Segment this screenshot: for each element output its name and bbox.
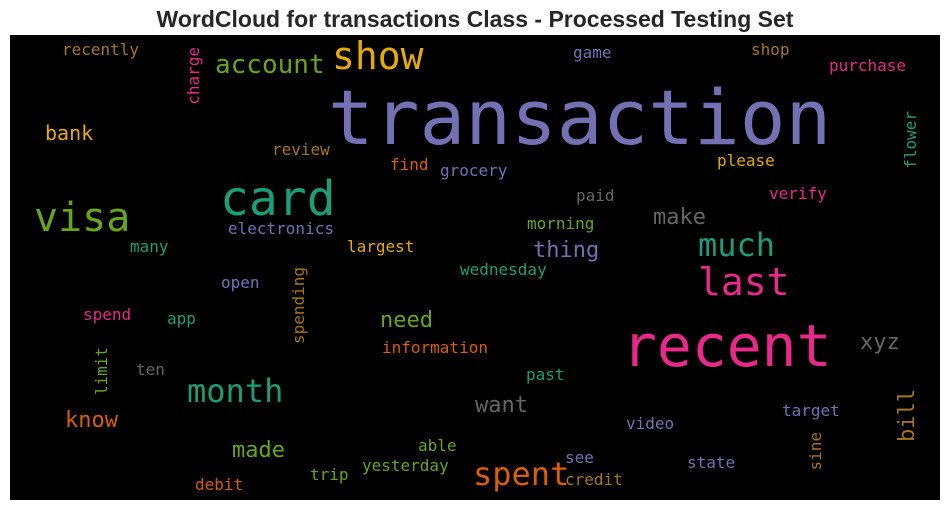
word-charge: charge (184, 47, 203, 105)
word-bank: bank (45, 121, 94, 145)
word-find: find (390, 155, 429, 174)
word-open: open (221, 273, 260, 292)
word-debit: debit (195, 475, 244, 494)
word-state: state (687, 453, 736, 472)
word-please: please (717, 151, 775, 170)
word-game: game (573, 43, 612, 62)
word-information: information (382, 338, 488, 357)
word-card: card (220, 171, 336, 227)
word-made: made (232, 438, 285, 463)
word-transaction: transaction (328, 73, 832, 162)
word-want: want (475, 393, 528, 418)
word-able: able (418, 436, 457, 455)
word-morning: morning (527, 214, 595, 233)
word-grocery: grocery (440, 161, 508, 180)
word-make: make (653, 205, 706, 230)
word-account: account (215, 50, 325, 80)
word-thing: thing (533, 238, 600, 263)
word-much: much (698, 226, 776, 264)
word-paid: paid (576, 186, 615, 205)
word-spend: spend (83, 305, 132, 324)
word-know: know (65, 408, 118, 433)
word-review: review (272, 140, 330, 159)
word-shop: shop (751, 40, 790, 59)
word-wednesday: wednesday (460, 260, 547, 279)
word-yesterday: yesterday (362, 456, 449, 475)
word-video: video (626, 414, 675, 433)
word-need: need (380, 308, 433, 333)
word-past: past (526, 365, 565, 384)
word-trip: trip (310, 465, 349, 484)
word-spending: spending (289, 267, 308, 345)
word-ten: ten (136, 360, 165, 379)
word-bill: bill (895, 389, 920, 442)
word-see: see (565, 448, 594, 467)
word-verify: verify (769, 184, 827, 203)
word-recent: recent (622, 312, 832, 380)
word-largest: largest (347, 237, 415, 256)
word-credit: credit (565, 470, 623, 489)
word-many: many (130, 237, 169, 256)
word-target: target (782, 401, 840, 420)
word-month: month (187, 372, 284, 410)
word-visa: visa (34, 195, 131, 241)
word-spent: spent (473, 455, 570, 493)
word-limit: limit (92, 347, 111, 396)
word-xyz: xyz (860, 330, 900, 355)
word-last: last (698, 260, 790, 304)
word-flower: flower (901, 111, 920, 169)
word-sine: sine (806, 432, 825, 471)
word-electronics: electronics (228, 219, 334, 238)
word-app: app (167, 309, 196, 328)
word-recently: recently (62, 40, 140, 59)
wordcloud-canvas: transaction recent card visa show last much mon… (10, 35, 940, 500)
figure-title: WordCloud for transactions Class - Proce… (156, 6, 794, 32)
word-show: show (332, 35, 424, 78)
word-purchase: purchase (829, 56, 907, 75)
